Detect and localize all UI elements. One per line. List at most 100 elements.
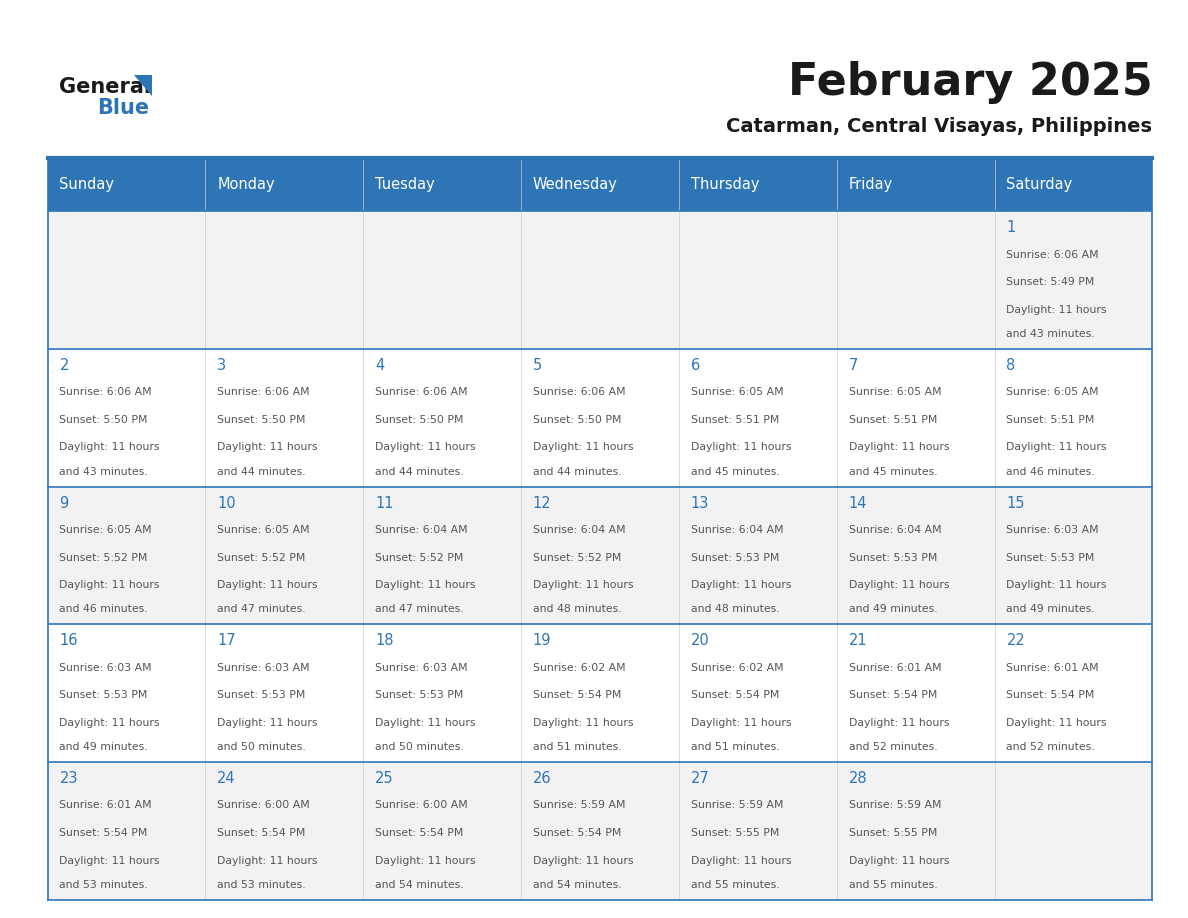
Text: 3: 3 (217, 358, 227, 373)
Text: 9: 9 (59, 496, 69, 510)
Text: Sunrise: 6:00 AM: Sunrise: 6:00 AM (217, 800, 310, 811)
Text: Sunrise: 6:01 AM: Sunrise: 6:01 AM (59, 800, 152, 811)
Bar (48, 762, 1152, 900)
Bar (48, 349, 1152, 487)
Text: and 54 minutes.: and 54 minutes. (375, 879, 463, 890)
Text: 18: 18 (375, 633, 393, 648)
Text: Sunrise: 6:05 AM: Sunrise: 6:05 AM (1006, 387, 1099, 397)
Text: Sunset: 5:54 PM: Sunset: 5:54 PM (1006, 690, 1095, 700)
Text: Sunrise: 6:03 AM: Sunrise: 6:03 AM (1006, 525, 1099, 535)
Text: and 43 minutes.: and 43 minutes. (1006, 329, 1095, 339)
Text: and 55 minutes.: and 55 minutes. (690, 879, 779, 890)
Text: 27: 27 (690, 771, 709, 786)
Text: Sunrise: 6:06 AM: Sunrise: 6:06 AM (375, 387, 468, 397)
Text: 26: 26 (533, 771, 551, 786)
Text: Sunset: 5:53 PM: Sunset: 5:53 PM (217, 690, 305, 700)
Text: and 51 minutes.: and 51 minutes. (533, 742, 621, 752)
Text: and 49 minutes.: and 49 minutes. (59, 742, 148, 752)
Text: and 48 minutes.: and 48 minutes. (533, 604, 621, 614)
Text: Sunset: 5:55 PM: Sunset: 5:55 PM (848, 828, 937, 838)
Text: Sunset: 5:54 PM: Sunset: 5:54 PM (533, 690, 621, 700)
Text: Sunset: 5:52 PM: Sunset: 5:52 PM (533, 553, 621, 563)
Text: 21: 21 (848, 633, 867, 648)
Text: and 53 minutes.: and 53 minutes. (217, 879, 305, 890)
Text: Daylight: 11 hours: Daylight: 11 hours (690, 580, 791, 590)
Text: Sunset: 5:52 PM: Sunset: 5:52 PM (59, 553, 147, 563)
Text: 23: 23 (59, 771, 78, 786)
Text: Friday: Friday (848, 177, 893, 192)
Text: Sunset: 5:49 PM: Sunset: 5:49 PM (1006, 277, 1095, 287)
Text: 4: 4 (375, 358, 385, 373)
Text: Daylight: 11 hours: Daylight: 11 hours (375, 856, 475, 866)
Text: Daylight: 11 hours: Daylight: 11 hours (375, 580, 475, 590)
Text: Daylight: 11 hours: Daylight: 11 hours (533, 856, 633, 866)
Text: 12: 12 (533, 496, 551, 510)
Text: Sunset: 5:54 PM: Sunset: 5:54 PM (690, 690, 779, 700)
Text: 7: 7 (848, 358, 858, 373)
Text: Tuesday: Tuesday (375, 177, 435, 192)
Text: Daylight: 11 hours: Daylight: 11 hours (533, 580, 633, 590)
Text: Sunrise: 6:02 AM: Sunrise: 6:02 AM (533, 663, 626, 673)
Text: Daylight: 11 hours: Daylight: 11 hours (848, 442, 949, 453)
Text: Daylight: 11 hours: Daylight: 11 hours (217, 718, 317, 728)
Text: Daylight: 11 hours: Daylight: 11 hours (848, 856, 949, 866)
Text: Sunrise: 6:05 AM: Sunrise: 6:05 AM (690, 387, 783, 397)
Text: 20: 20 (690, 633, 709, 648)
Bar (48, 211, 1152, 349)
Text: Sunset: 5:54 PM: Sunset: 5:54 PM (375, 828, 463, 838)
Text: Sunrise: 6:03 AM: Sunrise: 6:03 AM (217, 663, 310, 673)
Bar (48, 158, 1152, 211)
Text: and 44 minutes.: and 44 minutes. (533, 466, 621, 476)
Text: Sunset: 5:51 PM: Sunset: 5:51 PM (690, 415, 779, 425)
Text: 15: 15 (1006, 496, 1025, 510)
Text: Daylight: 11 hours: Daylight: 11 hours (848, 580, 949, 590)
Text: Sunrise: 6:05 AM: Sunrise: 6:05 AM (217, 525, 310, 535)
Text: 1: 1 (1006, 220, 1016, 235)
Text: 24: 24 (217, 771, 236, 786)
Text: Sunset: 5:51 PM: Sunset: 5:51 PM (848, 415, 937, 425)
Text: Daylight: 11 hours: Daylight: 11 hours (1006, 718, 1107, 728)
Text: Sunset: 5:50 PM: Sunset: 5:50 PM (375, 415, 463, 425)
Text: Sunset: 5:54 PM: Sunset: 5:54 PM (533, 828, 621, 838)
Text: Sunset: 5:53 PM: Sunset: 5:53 PM (375, 690, 463, 700)
Text: Sunrise: 6:04 AM: Sunrise: 6:04 AM (533, 525, 626, 535)
Text: Wednesday: Wednesday (533, 177, 618, 192)
Text: Daylight: 11 hours: Daylight: 11 hours (533, 442, 633, 453)
Text: Sunrise: 6:06 AM: Sunrise: 6:06 AM (59, 387, 152, 397)
Text: 6: 6 (690, 358, 700, 373)
Text: 5: 5 (533, 358, 542, 373)
Text: 13: 13 (690, 496, 709, 510)
Text: and 50 minutes.: and 50 minutes. (375, 742, 463, 752)
Text: Daylight: 11 hours: Daylight: 11 hours (690, 718, 791, 728)
Text: and 51 minutes.: and 51 minutes. (690, 742, 779, 752)
Text: Sunrise: 6:06 AM: Sunrise: 6:06 AM (533, 387, 626, 397)
Text: Sunrise: 5:59 AM: Sunrise: 5:59 AM (848, 800, 941, 811)
Text: 19: 19 (533, 633, 551, 648)
Text: and 50 minutes.: and 50 minutes. (217, 742, 307, 752)
Text: and 53 minutes.: and 53 minutes. (59, 879, 148, 890)
Text: Sunrise: 5:59 AM: Sunrise: 5:59 AM (690, 800, 783, 811)
Text: Daylight: 11 hours: Daylight: 11 hours (217, 580, 317, 590)
Text: Sunset: 5:50 PM: Sunset: 5:50 PM (533, 415, 621, 425)
Text: Sunrise: 6:01 AM: Sunrise: 6:01 AM (848, 663, 941, 673)
Text: Sunset: 5:52 PM: Sunset: 5:52 PM (375, 553, 463, 563)
Text: Sunrise: 6:04 AM: Sunrise: 6:04 AM (690, 525, 783, 535)
Text: Sunset: 5:54 PM: Sunset: 5:54 PM (59, 828, 147, 838)
Text: and 47 minutes.: and 47 minutes. (217, 604, 305, 614)
Text: and 43 minutes.: and 43 minutes. (59, 466, 148, 476)
Text: Daylight: 11 hours: Daylight: 11 hours (690, 856, 791, 866)
Text: Daylight: 11 hours: Daylight: 11 hours (59, 718, 160, 728)
Text: and 52 minutes.: and 52 minutes. (848, 742, 937, 752)
Text: Daylight: 11 hours: Daylight: 11 hours (375, 718, 475, 728)
Text: 8: 8 (1006, 358, 1016, 373)
Text: Sunrise: 6:04 AM: Sunrise: 6:04 AM (375, 525, 468, 535)
Text: and 44 minutes.: and 44 minutes. (375, 466, 463, 476)
Text: and 44 minutes.: and 44 minutes. (217, 466, 305, 476)
Text: Saturday: Saturday (1006, 177, 1073, 192)
Text: 22: 22 (1006, 633, 1025, 648)
Text: Sunset: 5:53 PM: Sunset: 5:53 PM (1006, 553, 1095, 563)
Text: Sunset: 5:50 PM: Sunset: 5:50 PM (59, 415, 147, 425)
Text: Sunrise: 6:03 AM: Sunrise: 6:03 AM (59, 663, 152, 673)
Text: and 55 minutes.: and 55 minutes. (848, 879, 937, 890)
Text: Monday: Monday (217, 177, 274, 192)
